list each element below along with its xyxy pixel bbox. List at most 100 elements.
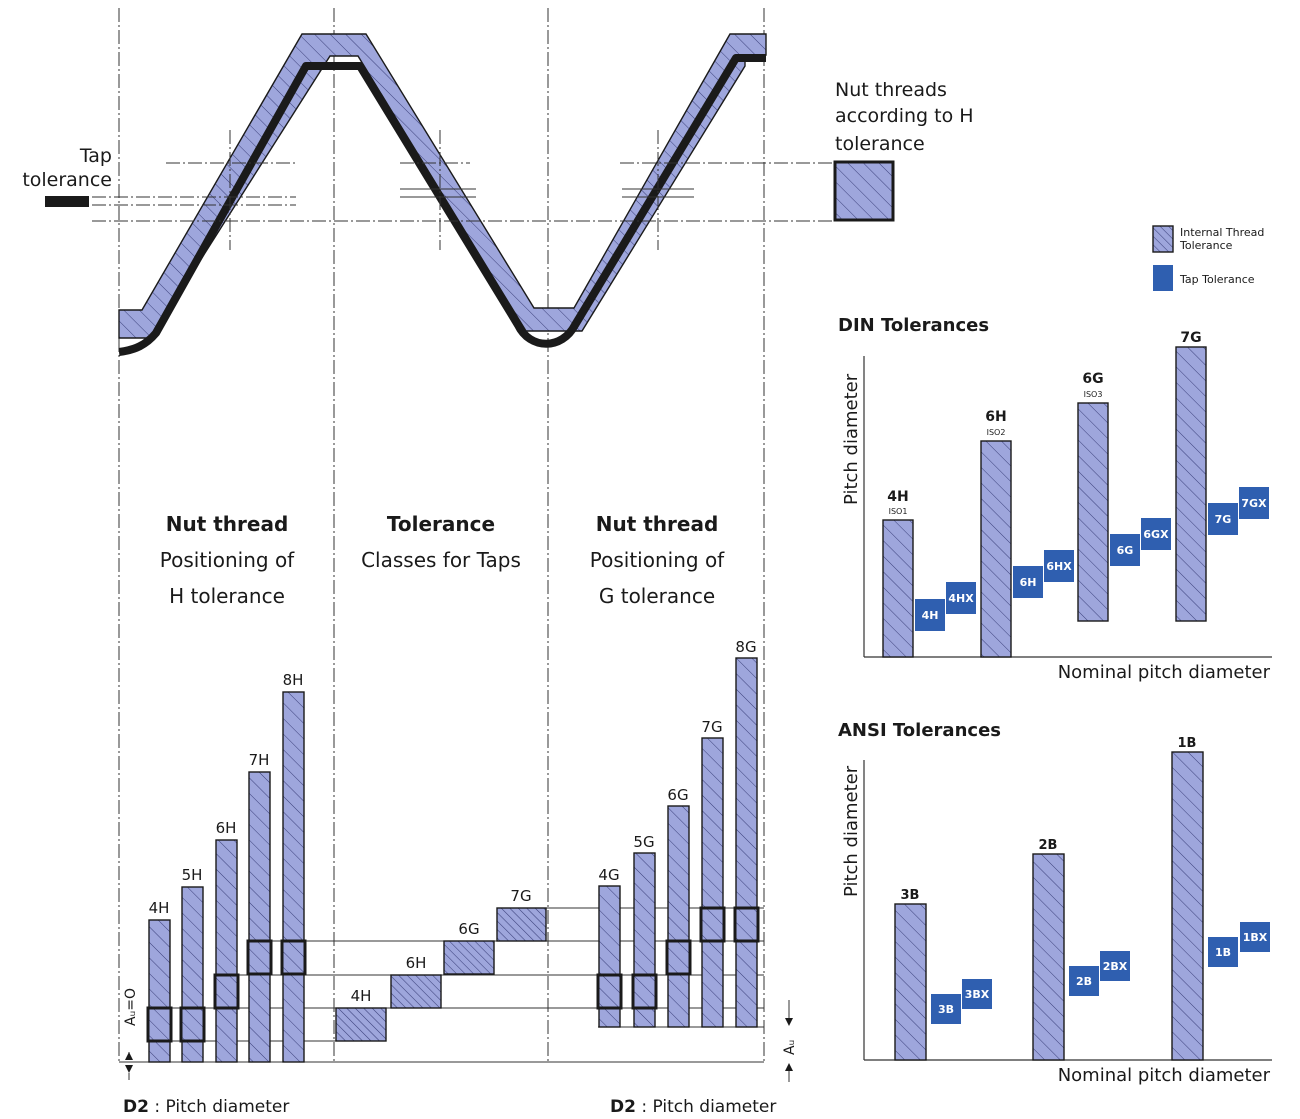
internal-tolerance-band xyxy=(118,33,767,339)
tap-tolerance-label-2: tolerance xyxy=(22,169,112,191)
t-section-title: Tolerance xyxy=(387,512,495,536)
d2-right-label: D2 : Pitch diameter xyxy=(610,1097,776,1117)
tap-class-label: 6G xyxy=(458,920,479,938)
din-bar-6h xyxy=(980,440,1012,658)
tap-class-6g: 6G xyxy=(443,920,495,975)
ansi-bar-2b xyxy=(1032,853,1065,1061)
nut-threads-label-1: Nut threads xyxy=(835,79,947,101)
din-bar-label: 6H xyxy=(985,409,1006,425)
h-bar-label: 8H xyxy=(283,671,304,689)
din-tap-label: 6H xyxy=(1020,576,1037,589)
din-tap-6gx xyxy=(1141,518,1171,550)
ansi-bar-label: 1B xyxy=(1178,736,1197,751)
din-title: DIN Tolerances xyxy=(838,315,989,336)
ansi-tap-label: 2B xyxy=(1076,975,1092,988)
tap-tolerance-label-1: Tap xyxy=(79,145,112,167)
din-tap-6g xyxy=(1110,534,1140,566)
t-section-sub-1: Classes for Taps xyxy=(361,548,521,572)
h-section-sub-2: H tolerance xyxy=(169,584,285,608)
ansi-tap-label: 3BX xyxy=(965,988,990,1001)
din-bar-7g xyxy=(1175,346,1207,622)
legend-tap-swatch xyxy=(1153,265,1173,291)
au-label: Aᵤ xyxy=(782,1040,798,1055)
legend-internal-swatch xyxy=(1152,225,1174,253)
ansi-bar-label: 2B xyxy=(1039,838,1058,853)
din-tap-label: 4H xyxy=(922,609,939,622)
din-xlabel: Nominal pitch diameter xyxy=(1058,662,1271,683)
allowance-markers: Aᵤ=O Aᵤ xyxy=(123,988,798,1082)
din-tap-label: 6GX xyxy=(1143,528,1169,541)
tap-class-6h: 6H xyxy=(390,954,442,1009)
din-tap-label: 4HX xyxy=(948,592,974,605)
ansi-tap-3b xyxy=(931,994,961,1024)
din-bar-label: 7G xyxy=(1180,330,1201,346)
h-bar-label: 5H xyxy=(182,866,203,884)
ansi-ylabel: Pitch diameter xyxy=(841,765,862,897)
tap-tolerance-marker xyxy=(45,196,89,207)
legend-internal-label-1: Internal Thread xyxy=(1180,226,1264,239)
din-iso-label: ISO2 xyxy=(987,428,1006,437)
din-tap-7gx xyxy=(1239,487,1269,519)
din-tap-label: 6HX xyxy=(1046,560,1072,573)
ansi-tap-2bx xyxy=(1100,951,1130,981)
tap-profile-line xyxy=(118,54,766,356)
g-bar-label: 5G xyxy=(633,833,654,851)
section-headings: Nut thread Positioning of H tolerance To… xyxy=(160,512,725,608)
h-bar-5h: 5H xyxy=(179,866,206,1063)
legend-internal-label-2: Tolerance xyxy=(1179,239,1233,252)
h-bar-8h: 8H xyxy=(280,671,307,1063)
h-section-title: Nut thread xyxy=(166,512,289,536)
ansi-xlabel: Nominal pitch diameter xyxy=(1058,1065,1271,1086)
legend: Internal Thread Tolerance Tap Tolerance xyxy=(1152,225,1264,291)
ansi-tap-label: 3B xyxy=(938,1003,954,1016)
din-bar-label: 6G xyxy=(1082,371,1103,387)
g-bar-label: 4G xyxy=(598,866,619,884)
din-tap-4hx xyxy=(946,582,976,614)
tap-class-label: 6H xyxy=(406,954,427,972)
tap-classes: 4H 6H 6G 7G xyxy=(335,887,547,1042)
din-chart: DIN Tolerances Pitch diameter Nominal pi… xyxy=(838,315,1272,683)
ansi-bar-3b xyxy=(894,903,927,1061)
din-iso-label: ISO3 xyxy=(1084,390,1103,399)
thread-profile xyxy=(118,33,767,356)
nut-h-tolerance-box xyxy=(833,160,895,222)
h-bar-label: 4H xyxy=(149,899,170,917)
tap-class-7g: 7G xyxy=(496,887,547,942)
ansi-tap-label: 2BX xyxy=(1103,960,1128,973)
ansi-tap-1b xyxy=(1208,937,1238,967)
g-section-sub-2: G tolerance xyxy=(599,584,715,608)
ansi-tap-2b xyxy=(1069,966,1099,996)
din-bar-4h xyxy=(882,519,914,658)
ansi-tap-3bx xyxy=(962,979,992,1009)
h-bars: 4H 5H 6H 7H 8H xyxy=(146,671,307,1063)
ansi-tap-label: 1BX xyxy=(1243,931,1268,944)
d2-left-label: D2 : Pitch diameter xyxy=(123,1097,289,1117)
h-bar-label: 7H xyxy=(249,751,270,769)
h-bar-label: 6H xyxy=(216,819,237,837)
ansi-tap-1bx xyxy=(1240,922,1270,952)
tap-class-label: 4H xyxy=(351,987,372,1005)
din-tap-7g xyxy=(1208,503,1238,535)
h-bar-4h: 4H xyxy=(146,899,173,1063)
au-zero-label: Aᵤ=O xyxy=(123,988,139,1026)
din-ylabel: Pitch diameter xyxy=(841,373,862,505)
din-tap-6hx xyxy=(1044,550,1074,582)
legend-tap-label: Tap Tolerance xyxy=(1179,273,1255,286)
din-tap-label: 7GX xyxy=(1241,497,1267,510)
g-bar-4g: 4G xyxy=(596,866,623,1028)
h-bar-6h: 6H xyxy=(213,819,240,1063)
nut-threads-label-3: tolerance xyxy=(835,133,925,155)
ansi-bar-1b xyxy=(1171,751,1204,1061)
din-bar-label: 4H xyxy=(887,489,908,505)
g-bars: 4G 5G 6G 7G 8G xyxy=(596,638,760,1028)
ansi-tap-label: 1B xyxy=(1215,946,1231,959)
tap-class-4h: 4H xyxy=(335,987,387,1042)
din-iso-label: ISO1 xyxy=(889,507,908,516)
g-bar-label: 6G xyxy=(667,786,688,804)
g-section-sub-1: Positioning of xyxy=(590,548,725,572)
g-bar-5g: 5G xyxy=(631,833,658,1028)
g-bar-label: 7G xyxy=(701,718,722,736)
din-tap-label: 6G xyxy=(1117,544,1134,557)
ansi-bar-label: 3B xyxy=(901,888,920,903)
